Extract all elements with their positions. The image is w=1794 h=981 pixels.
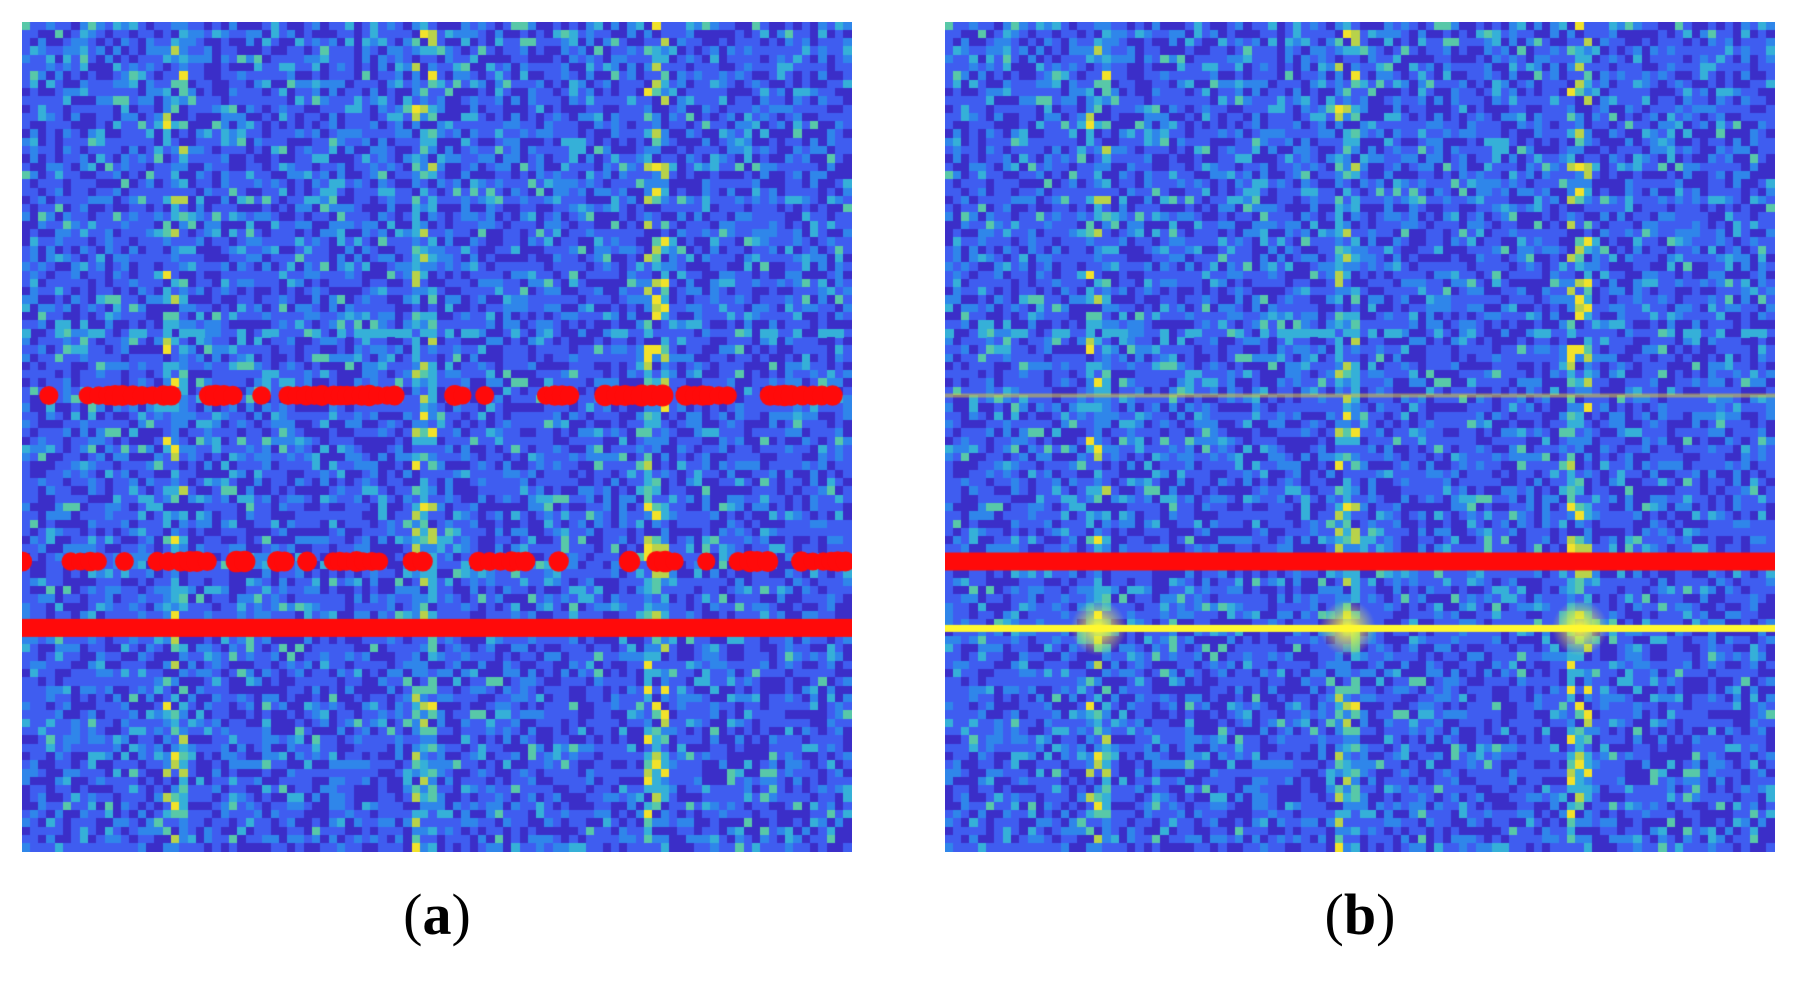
caption-b-close: ) [1376,882,1396,947]
caption-a-letter: a [422,882,452,947]
caption-b: (b) [945,880,1775,950]
caption-a: (a) [22,880,852,950]
caption-b-open: ( [1324,882,1344,947]
heatmap-b [945,22,1775,852]
caption-a-close: ) [451,882,471,947]
caption-b-letter: b [1343,882,1377,947]
panel-a: (a) [22,22,852,950]
panel-b: (b) [900,0,1794,981]
caption-a-open: ( [403,882,423,947]
heatmap-a [22,22,852,852]
